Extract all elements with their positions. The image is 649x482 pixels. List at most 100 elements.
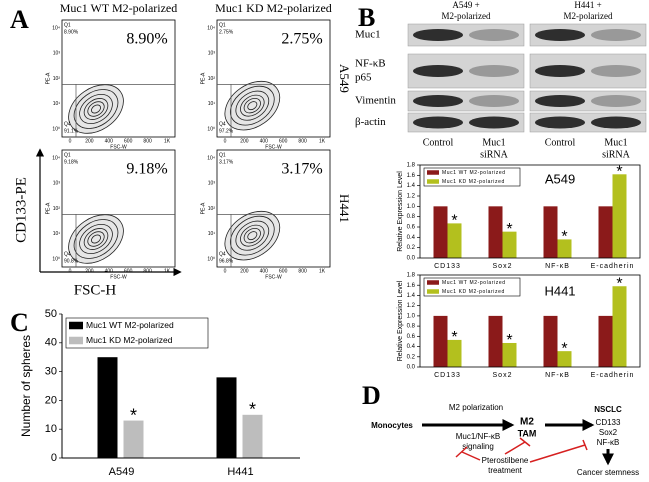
y-tick-label: 10² [208,76,216,82]
x-tick-label: 0 [69,138,72,144]
axis-label: CD133-PE [13,177,29,243]
bar [216,377,237,458]
blot-band [591,65,641,77]
bar [543,206,558,258]
bar [502,231,517,258]
x-tick-label: 0 [224,268,227,274]
contour [247,231,258,241]
legend-swatch [69,336,83,345]
y-tick-label: 10⁴ [52,25,60,31]
group-header: M2-polarized [442,11,491,21]
quadrant-label: Q1 [64,152,71,158]
quadrant-value: 9.18% [64,159,79,165]
y-tick-label: 20 [45,394,57,406]
percent-label: 9.18% [126,161,167,178]
y-tick-label: 1.0 [407,204,416,210]
blot-band [413,29,463,41]
node: CD133 [596,418,621,427]
y-tick-label: 10¹ [208,231,216,237]
y-tick-label: 10 [45,423,57,435]
annotation: * [561,340,567,357]
y-tick-label: 0 [51,452,57,464]
protein-label: β-actin [355,116,386,128]
column-header: Muc1 KD M2-polarized [215,1,332,15]
x-tick-label: 600 [124,268,133,274]
x-tick-label: Sox2 [493,263,513,270]
contour [224,80,281,131]
y-axis-label: Relative Expression Level [397,171,404,252]
bar [557,239,572,258]
annotation: * [451,329,457,346]
blot-band [591,95,641,107]
contour [68,84,124,134]
bar [557,351,572,367]
contour [243,97,261,114]
bar [543,315,558,367]
x-tick-label: 0 [224,138,227,144]
blot-band [535,95,585,107]
y-tick-label: 10¹ [208,101,216,107]
bar [433,315,448,367]
contour [83,228,109,250]
y-tick-label: 1.4 [407,293,416,299]
edge-label: M2 polarization [449,403,503,412]
inhibition [455,437,588,463]
lane-label: Control [545,137,576,148]
blot-band [413,116,463,129]
inhibition-bar [519,437,531,447]
chart-title: H441 [544,283,575,298]
x-tick-label: E-cadherin [591,372,635,379]
quadrant-label: Q4 [64,121,71,127]
x-tick-label: 600 [124,138,133,144]
contour [230,85,275,126]
y-tick-label: 10⁰ [207,256,215,262]
bar [612,286,627,367]
legend-label: Muc1 WT M2-polarized [86,320,174,330]
blot-band [535,116,585,129]
node: Monocytes [371,421,413,430]
row-label: H441 [337,194,352,223]
contour [87,101,105,117]
x-tick-label: NF-κB [545,263,570,270]
node: Cancer stemness [577,468,639,477]
quadrant-value: 8.90% [64,29,79,35]
bar [612,174,627,258]
inhibition-line [529,444,586,463]
x-tick-label: 800 [298,268,307,274]
contour [240,224,265,247]
y-tick-label: 0.4 [407,344,416,350]
y-tick-label: 1.6 [407,283,416,289]
axis-label: FSC-H [74,282,117,298]
percent-label: 3.17% [281,161,322,178]
panel-label: C [10,308,29,337]
quadrant-label: Q4 [64,251,71,257]
x-tick-label: 400 [260,268,269,274]
legend-swatch [427,280,439,285]
y-tick-label: 1.8 [407,273,416,279]
lane-label: Muc1 [604,137,627,148]
bar [488,315,503,367]
y-tick-label: 10² [53,206,61,212]
y-tick-label: 1.8 [407,163,416,169]
quadrant-label: Q4 [219,121,226,127]
annotation: * [561,229,567,246]
x-tick-label: 200 [240,138,249,144]
y-tick-label: 10² [208,206,216,212]
contour [247,101,258,111]
plot-frame [419,274,641,368]
legend-swatch [427,179,439,184]
protein-label: Vimentin [355,95,396,107]
contour [230,215,275,256]
quadrant-value: 2.75% [219,29,234,35]
y-tick-label: 0.6 [407,334,416,340]
quadrant-label: Q1 [219,152,226,158]
legend-frame [65,317,209,349]
bar [97,357,118,458]
legend-label: Muc1 WT M2-polarized [442,280,506,286]
quadrant-label: Q1 [64,22,71,28]
contour [235,90,270,121]
y-tick-label: 0.8 [407,324,416,330]
axis-label: PE-A [45,202,51,214]
